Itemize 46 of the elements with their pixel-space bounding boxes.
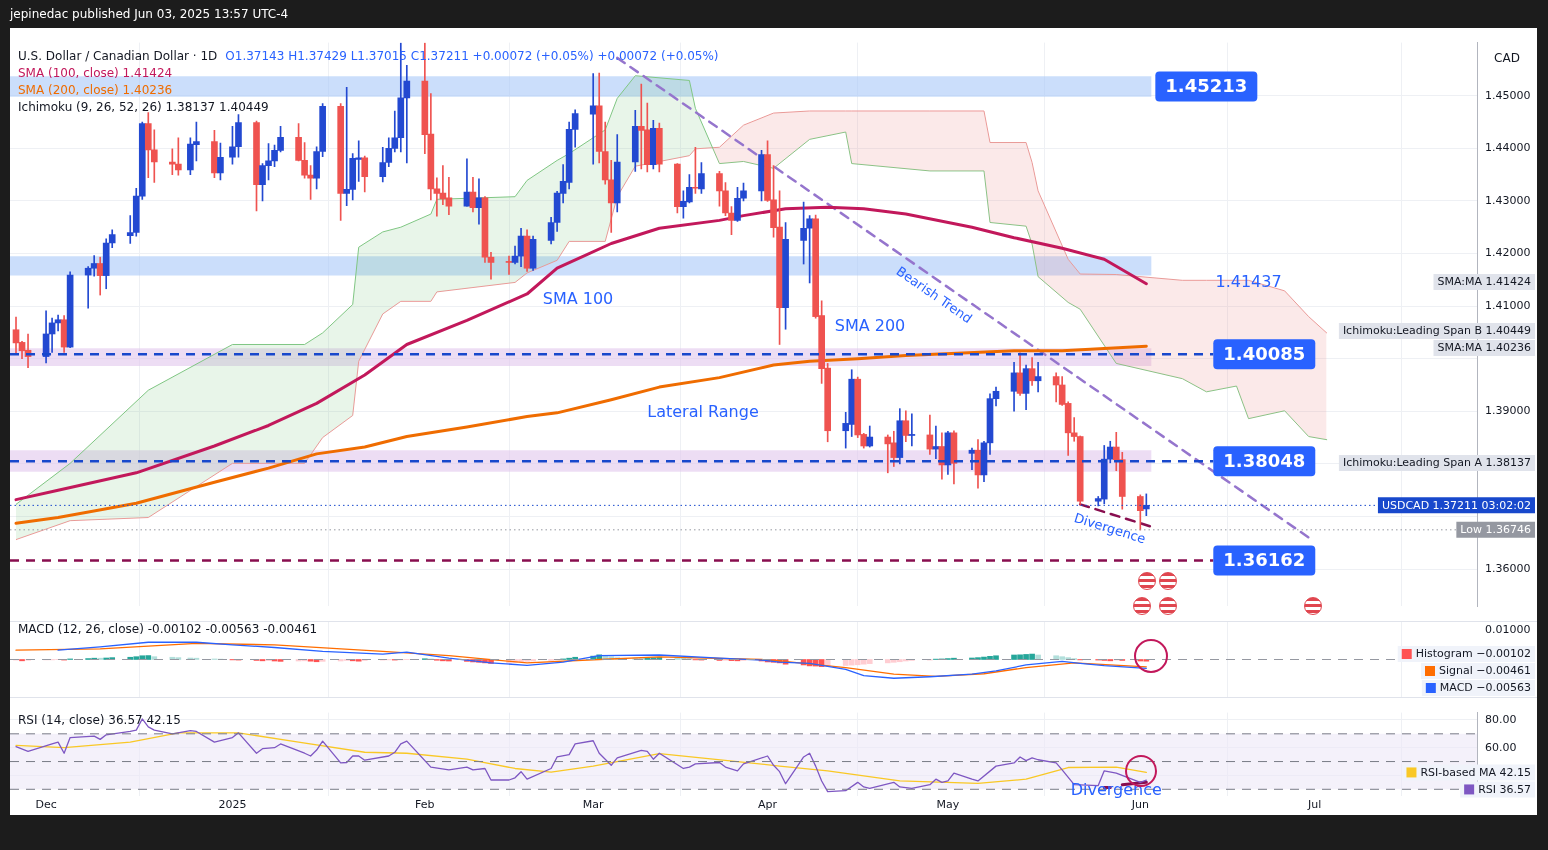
annotation: SMA:MA 1.40236 <box>1437 341 1531 355</box>
annotation: RSI (14, close) 36.57 42.15 <box>18 712 181 727</box>
ref-line-label: 1.36162 <box>1223 549 1306 571</box>
x-tick-label: Jun <box>1130 798 1149 812</box>
x-tick-label: Mar <box>582 798 605 812</box>
band-label: 1.45213 <box>1165 75 1248 97</box>
y-tick-label: 1.43000 <box>1485 193 1531 207</box>
x-tick-label: 2025 <box>218 798 247 812</box>
legend-label: RSI-based MA 42.15 <box>1420 765 1531 779</box>
legend-label: MACD −0.00563 <box>1439 681 1531 695</box>
x-tick-label: Feb <box>415 798 435 812</box>
y-axis-title: CAD <box>1494 50 1520 65</box>
annotation: SMA:MA 1.41424 <box>1437 275 1531 289</box>
annotation: SMA 200 <box>834 316 906 336</box>
x-tick-label: Dec <box>35 798 57 812</box>
annotation: Lateral Range <box>647 402 759 422</box>
annotation: Ichimoku:Leading Span B 1.40449 <box>1342 324 1531 338</box>
text: SMA (200, close) 1.40236 <box>18 82 173 97</box>
y-tick-label: 80.00 <box>1485 712 1517 726</box>
y-tick-label: 1.36000 <box>1485 561 1531 575</box>
text: 0.01000 <box>1485 622 1531 636</box>
ref-line-label: 1.40085 <box>1223 342 1306 364</box>
y-tick-label: 1.41000 <box>1485 298 1531 312</box>
y-tick-label: 60.00 <box>1485 740 1517 754</box>
legend-label: Signal −0.00461 <box>1439 664 1531 678</box>
y-tick-label: 1.42000 <box>1485 246 1531 260</box>
annotation: SMA 100 <box>542 289 614 309</box>
text: jepinedac published Jun 03, 2025 13:57 UTC-4 <box>10 6 289 23</box>
annotation: Ichimoku:Leading Span A 1.38137 <box>1342 456 1531 470</box>
y-tick-label: 1.44000 <box>1485 141 1531 155</box>
ref-line-label: 1.38048 <box>1223 450 1306 472</box>
y-tick-label: 1.39000 <box>1485 404 1531 418</box>
annotation: 1.41437 <box>1215 272 1282 292</box>
text: MACD (12, 26, close) -0.00102 -0.00563 -0.00461 <box>18 622 318 637</box>
annotation: Divergence <box>1070 779 1162 799</box>
text: U.S. Dollar / Canadian Dollar · 1D <box>18 48 218 63</box>
y-tick-label: 1.45000 <box>1485 88 1531 102</box>
x-tick-label: Jul <box>1307 798 1322 812</box>
annotation: Ichimoku (9, 26, 52, 26) 1.38137 1.40449 <box>18 99 269 114</box>
x-tick-label: Apr <box>758 798 778 812</box>
text: SMA (100, close) 1.41424 <box>18 65 173 80</box>
ref-line-label: USDCAD 1.37211 03:02:02 <box>1381 498 1531 512</box>
x-tick-label: May <box>936 798 960 812</box>
ref-line-label: Low 1.36746 <box>1460 523 1531 537</box>
legend-label: Histogram −0.00102 <box>1415 647 1531 661</box>
legend-label: RSI 36.57 <box>1478 782 1531 796</box>
